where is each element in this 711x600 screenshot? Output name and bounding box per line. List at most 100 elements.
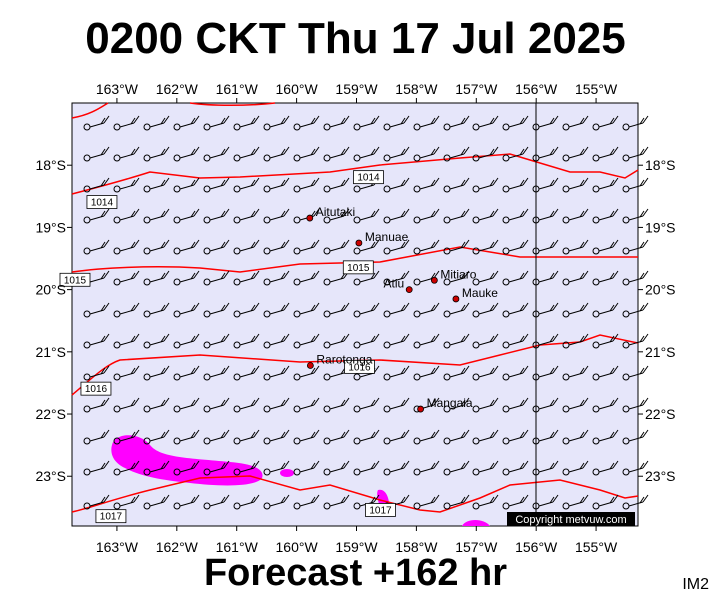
wind-barb-feather: [190, 399, 196, 407]
wind-barb-feather: [609, 210, 615, 218]
wind-barb-feather: [549, 367, 555, 375]
wind-barb-feather: [373, 460, 380, 469]
wind-barb-feather: [579, 399, 585, 407]
lat-tick-label-right: 23°S: [645, 468, 676, 484]
wind-barb-feather: [489, 117, 495, 125]
wind-barb-feather: [433, 333, 440, 342]
wind-barb-feather: [220, 335, 226, 343]
wind-barb-feather: [103, 115, 110, 124]
wind-barb-feather: [100, 179, 106, 187]
lon-tick-label-bottom: 161°W: [216, 539, 259, 555]
wind-barb-feather: [130, 241, 136, 249]
island-marker: [355, 239, 363, 247]
wind-barb-feather: [253, 115, 260, 124]
wind-barb-layer: [83, 115, 649, 510]
wind-barb-feather: [492, 270, 499, 279]
wind-barb-feather: [552, 494, 559, 503]
isobar-line: [189, 102, 276, 106]
wind-barb-feather: [160, 148, 166, 156]
wind-barb-feather: [579, 117, 585, 125]
lon-tick-label-top: 160°W: [276, 81, 319, 97]
wind-barb-feather: [343, 302, 350, 311]
wind-barb-feather: [250, 367, 256, 375]
wind-barb-feather: [130, 148, 136, 156]
lat-tick-label-left: 18°S: [35, 157, 66, 173]
wind-barb-feather: [463, 239, 470, 248]
wind-barb-feather: [280, 272, 286, 280]
wind-barb-feather: [582, 460, 589, 469]
wind-barb-feather: [370, 148, 376, 156]
wind-barb-feather: [639, 304, 645, 312]
wind-barb-feather: [310, 496, 316, 504]
wind-barb-feather: [130, 462, 136, 470]
wind-barb-feather: [253, 397, 260, 406]
isobar-label-box: [365, 503, 396, 517]
wind-barb-feather: [642, 302, 649, 311]
isobar-label: 1015: [347, 263, 370, 274]
wind-barb-feather: [522, 239, 529, 248]
isobar-label: 1014: [91, 198, 114, 209]
wind-barb-feather: [460, 304, 466, 312]
wind-barb-feather: [489, 304, 495, 312]
wind-barb-feather: [193, 177, 200, 186]
wind-barb-feather: [190, 179, 196, 187]
wind-barb-feather: [343, 397, 350, 406]
wind-barb-feather: [133, 208, 140, 217]
wind-barb-feather: [403, 460, 410, 469]
wind-barb-feather: [519, 462, 525, 470]
wind-barb-feather: [190, 210, 196, 218]
isobar-label-box: [86, 195, 118, 209]
wind-barb-feather: [343, 146, 350, 155]
wind-barb-feather: [220, 367, 226, 375]
place-label: Mangaia: [427, 396, 473, 410]
wind-barb-feather: [310, 304, 316, 312]
axis-tick-layer: 163°W 163°W 162°W 162°W 161°W 161°W 160°W 160°W…: [35, 81, 675, 555]
wind-barb-feather: [403, 208, 410, 217]
wind-barb-feather: [609, 117, 615, 125]
wind-barb-feather: [582, 429, 589, 438]
wind-barb-feather: [220, 272, 226, 280]
wind-barb-feather: [310, 335, 316, 343]
lon-tick-label-bottom: 155°W: [575, 539, 618, 555]
wind-barb-feather: [343, 239, 350, 248]
wind-barb-feather: [223, 115, 230, 124]
lon-tick-label-top: 159°W: [335, 81, 378, 97]
wind-barb-feather: [463, 177, 470, 186]
place-layer: Aitutaki Manuae Mitiaro Atiu Mauke Rarotonga M…: [306, 205, 498, 413]
wind-barb-feather: [549, 179, 555, 187]
wind-barb-feather: [310, 399, 316, 407]
wind-barb-feather: [460, 117, 466, 125]
wind-barb-feather: [400, 210, 406, 218]
wind-barb-feather: [579, 431, 585, 439]
wind-barb-feather: [609, 462, 615, 470]
wind-barb-feather: [223, 429, 230, 438]
wind-barb-feather: [253, 239, 260, 248]
wind-barb-feather: [460, 431, 466, 439]
wind-barb-feather: [522, 460, 529, 469]
wind-barb-feather: [373, 270, 380, 279]
wind-barb-feather: [492, 115, 499, 124]
wind-barb-feather: [460, 462, 466, 470]
wind-barb-feather: [343, 208, 350, 217]
wind-barb-feather: [283, 397, 290, 406]
wind-barb-feather: [403, 270, 410, 279]
wind-barb-feather: [370, 431, 376, 439]
lat-tick-label-right: 18°S: [645, 157, 676, 173]
wind-barb-feather: [433, 494, 440, 503]
wind-barb-feather: [100, 335, 106, 343]
copyright-text: Copyright metvuw.com: [515, 514, 626, 526]
wind-barb-feather: [220, 399, 226, 407]
wind-barb-feather: [492, 208, 499, 217]
wind-barb-feather: [492, 460, 499, 469]
wind-barb-feather: [489, 179, 495, 187]
wind-barb-feather: [310, 117, 316, 125]
wind-barb-feather: [400, 304, 406, 312]
wind-barb-feather: [460, 272, 466, 280]
image-id: IM2: [682, 576, 709, 593]
wind-barb-feather: [283, 270, 290, 279]
wind-barb-feather: [433, 146, 440, 155]
lon-tick-label-bottom: 160°W: [276, 539, 319, 555]
wind-barb-feather: [100, 148, 106, 156]
lon-tick-label-bottom: 156°W: [515, 539, 558, 555]
wind-barb-feather: [250, 399, 256, 407]
